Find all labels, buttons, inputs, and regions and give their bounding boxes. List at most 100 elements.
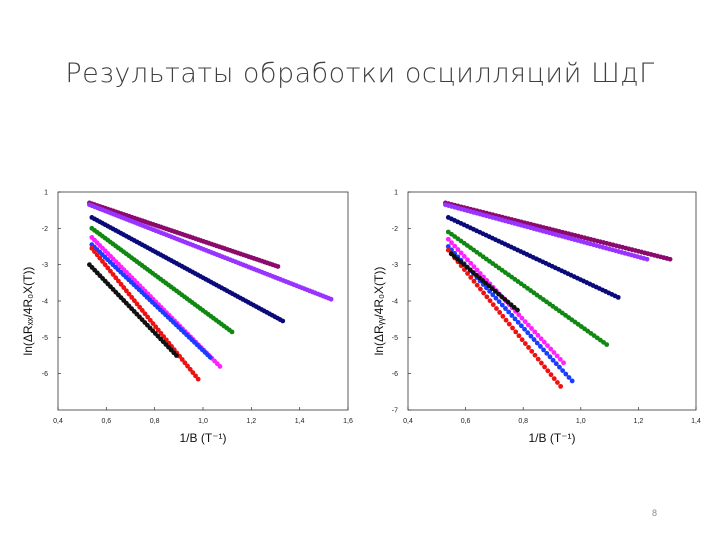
data-point [547,354,553,360]
left-y-tick-label: -3 [42,262,48,269]
data-point [667,256,673,262]
data-point [541,339,547,345]
data-point [538,336,544,342]
left-x-tick-label: 0,6 [101,418,111,425]
left-y-tick-label: -6 [42,371,48,378]
left-x-tick-label: 0,4 [53,418,63,425]
data-point [561,360,566,366]
slide-title: Результаты обработки осцилляций ШдГ [65,58,655,89]
data-point [97,255,103,261]
data-point [528,333,534,339]
data-point [604,342,610,347]
data-point [455,256,460,262]
left-series-6 [89,242,213,360]
data-point [94,252,100,258]
data-point [644,256,650,262]
data-point [518,323,524,329]
right-y-tick-label: -7 [392,408,398,415]
data-point [532,352,538,358]
data-point [145,314,151,320]
data-point [229,329,235,335]
data-point [503,317,509,323]
right-series-7 [445,247,564,389]
data-point [486,283,492,289]
data-point [190,370,196,375]
right-y-tick-label: -4 [392,299,398,306]
data-point [551,350,557,355]
data-point [207,354,213,360]
data-point [538,360,544,366]
data-point [474,272,479,278]
data-point [490,292,496,298]
data-point [155,327,161,333]
data-point [502,296,508,302]
data-point [100,259,105,264]
data-point [118,281,124,287]
data-point [468,274,474,280]
data-point [179,357,185,362]
data-point [557,356,563,362]
data-point [134,301,140,307]
data-point [461,262,467,267]
data-point [113,275,119,281]
right-series-8 [448,251,520,313]
data-point [471,264,477,270]
data-point [195,376,201,382]
data-point [470,270,476,275]
data-point [474,282,480,288]
right-x-tick-label: 1,0 [576,418,586,425]
data-point [515,319,521,325]
data-point [477,271,483,276]
data-point [452,243,458,249]
left-y-tick-label: -5 [42,335,48,342]
data-point [534,340,540,346]
data-point [102,262,108,268]
data-point [461,253,467,259]
data-point [458,250,464,256]
left-series-8 [87,262,179,358]
left-y-tick-label: -4 [42,299,48,306]
data-point [522,319,528,324]
left-y-tick-label: -2 [42,226,48,233]
data-point [525,330,531,336]
data-point [496,291,501,297]
data-point [516,312,522,318]
data-point [489,286,495,292]
data-point [464,264,470,270]
right-y-tick-label: -3 [392,262,398,269]
data-point [506,309,512,315]
data-point [121,285,127,290]
data-point [531,337,537,342]
data-point [445,247,451,253]
left-x-tick-label: 0,8 [150,418,160,425]
data-point [545,343,550,349]
data-point [150,321,156,326]
data-point [548,346,554,352]
data-point [566,375,572,380]
data-point [510,325,515,331]
data-point [129,294,135,300]
right-y-tick-label: -2 [392,226,398,233]
data-point [512,316,518,322]
data-point [505,299,511,305]
data-point [500,313,506,319]
data-point [496,299,502,305]
left-y-tick-label: 1 [44,190,48,197]
right-x-axis-label: 1/B (T⁻¹) [529,431,576,445]
data-point [108,268,113,274]
data-point [471,278,477,284]
data-point [480,278,486,283]
data-point [465,257,470,263]
data-point [142,311,148,317]
data-point [515,307,520,313]
data-point [555,380,560,385]
left-x-tick-label: 1,0 [198,418,208,425]
data-point [123,288,129,294]
data-point [529,348,535,354]
right-series-2 [443,202,650,262]
data-point [474,267,480,273]
data-point [182,360,188,366]
data-point [483,280,489,286]
